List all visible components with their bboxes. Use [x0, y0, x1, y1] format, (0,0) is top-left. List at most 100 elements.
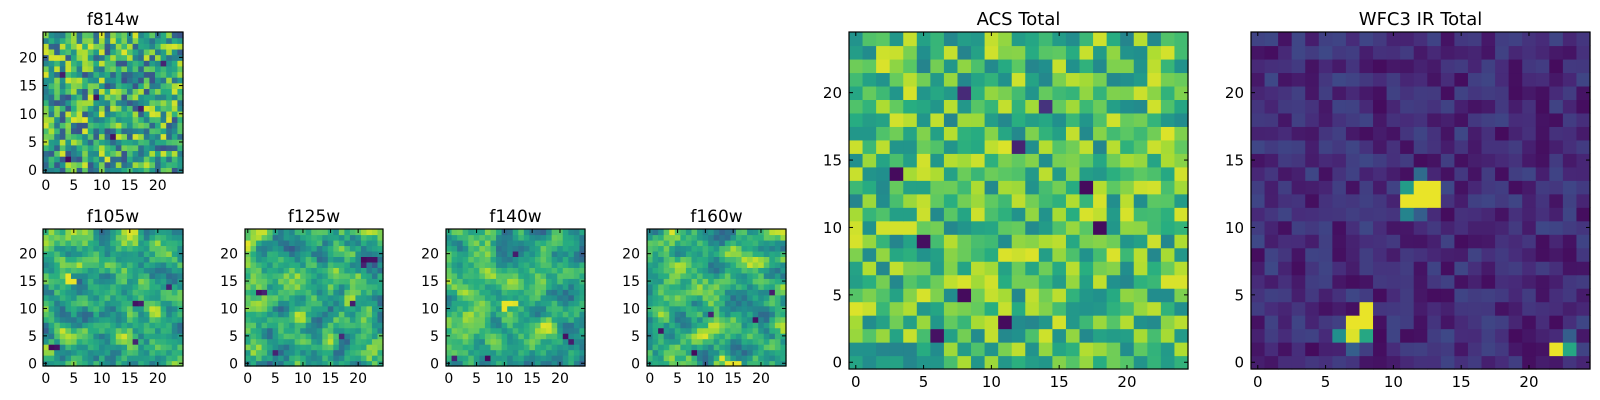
heatmap-cell — [674, 344, 681, 351]
heatmap-cell — [143, 229, 150, 236]
heatmap-cell — [984, 153, 999, 168]
heatmap-cell — [446, 327, 453, 334]
heatmap-cell — [462, 278, 469, 285]
heatmap-cell — [730, 278, 737, 285]
heatmap-cell — [115, 229, 122, 236]
heatmap-cell — [1359, 301, 1374, 316]
heatmap-cell — [468, 360, 475, 367]
heatmap-cell — [1508, 45, 1523, 60]
heatmap-cell — [65, 245, 72, 252]
heatmap-cell — [1011, 234, 1026, 249]
heatmap-cell — [568, 283, 575, 290]
heatmap-cell — [1400, 315, 1415, 330]
heatmap-cell — [1427, 32, 1442, 47]
heatmap-cell — [99, 305, 106, 312]
heatmap-cell — [451, 344, 458, 351]
heatmap-cell — [490, 250, 497, 257]
heatmap-cell — [747, 360, 754, 367]
heatmap-cell — [780, 256, 787, 263]
heatmap-cell — [1562, 288, 1578, 303]
heatmap-cell — [132, 71, 139, 78]
heatmap-cell — [1359, 328, 1374, 343]
heatmap-cell — [669, 272, 676, 279]
heatmap-cell — [355, 322, 362, 329]
heatmap-cell — [1278, 58, 1293, 74]
heatmap-cell — [160, 167, 167, 174]
heatmap-cell — [1522, 220, 1537, 235]
heatmap-cell — [741, 250, 748, 257]
heatmap-cell — [1427, 58, 1442, 74]
heatmap-cell — [1079, 288, 1094, 303]
heatmap-cell — [507, 305, 514, 312]
heatmap-cell — [65, 338, 72, 345]
heatmap-cell — [468, 267, 475, 274]
heatmap-cell — [1251, 153, 1266, 168]
heatmap-cell — [903, 32, 918, 47]
heatmap-cell — [523, 245, 530, 252]
y-tick-label: 20 — [19, 50, 37, 66]
heatmap-cell — [484, 283, 492, 290]
heatmap-cell — [490, 349, 497, 356]
heatmap-cell — [752, 229, 759, 236]
heatmap-cell — [59, 65, 66, 73]
heatmap-cell — [680, 355, 687, 362]
heatmap-cell — [121, 360, 128, 367]
heatmap-cell — [93, 261, 100, 268]
heatmap-cell — [54, 116, 61, 123]
heatmap-cell — [529, 316, 536, 323]
heatmap-cell — [1413, 126, 1428, 141]
heatmap-cell — [1373, 139, 1388, 154]
heatmap-cell — [104, 234, 111, 241]
heatmap-cell — [971, 126, 986, 141]
heatmap-cell — [971, 32, 986, 47]
heatmap-cell — [48, 122, 55, 129]
heatmap-cell — [149, 99, 156, 106]
heatmap-cell — [149, 349, 156, 356]
heatmap-cell — [138, 245, 145, 252]
heatmap-cell — [529, 344, 536, 351]
heatmap-cell — [104, 105, 111, 112]
heatmap-cell — [529, 283, 536, 290]
heatmap-cell — [311, 245, 318, 252]
heatmap-cell — [916, 85, 931, 100]
heatmap-cell — [177, 150, 184, 157]
heatmap-cell — [512, 272, 519, 279]
heatmap-cell — [327, 294, 334, 301]
heatmap-cell — [534, 300, 542, 307]
heatmap-cell — [127, 338, 134, 345]
heatmap-cell — [1576, 32, 1591, 47]
heatmap-cell — [943, 85, 959, 100]
heatmap-cell — [110, 71, 117, 78]
heatmap-cell — [177, 71, 184, 78]
heatmap-cell — [87, 167, 94, 174]
heatmap-cell — [149, 229, 156, 236]
heatmap-cell — [1535, 193, 1550, 208]
heatmap-cell — [93, 122, 100, 129]
y-tick-label: 5 — [28, 135, 37, 151]
heatmap-cell — [245, 239, 252, 247]
heatmap-cell — [752, 234, 759, 241]
heatmap-cell — [338, 322, 345, 329]
heatmap-cell — [780, 267, 787, 274]
heatmap-cell — [1413, 288, 1428, 303]
heatmap-cell — [115, 48, 122, 56]
heatmap-cell — [104, 110, 111, 118]
heatmap-cell — [289, 289, 296, 296]
heatmap-cell — [713, 344, 720, 351]
heatmap-cell — [121, 355, 128, 362]
heatmap-cell — [903, 274, 918, 289]
heatmap-cell — [529, 355, 536, 362]
heatmap-cell — [71, 300, 78, 307]
heatmap-cell — [763, 327, 770, 334]
heatmap-cell — [99, 105, 106, 112]
heatmap-cell — [316, 229, 323, 236]
heatmap-cell — [747, 234, 754, 241]
heatmap-cell — [1291, 32, 1306, 47]
heatmap-cell — [647, 311, 654, 318]
heatmap-cell — [171, 250, 178, 257]
heatmap-cell — [1495, 139, 1510, 154]
heatmap-cell — [916, 234, 931, 249]
heatmap-cell — [59, 77, 66, 84]
heatmap-cell — [479, 289, 486, 296]
